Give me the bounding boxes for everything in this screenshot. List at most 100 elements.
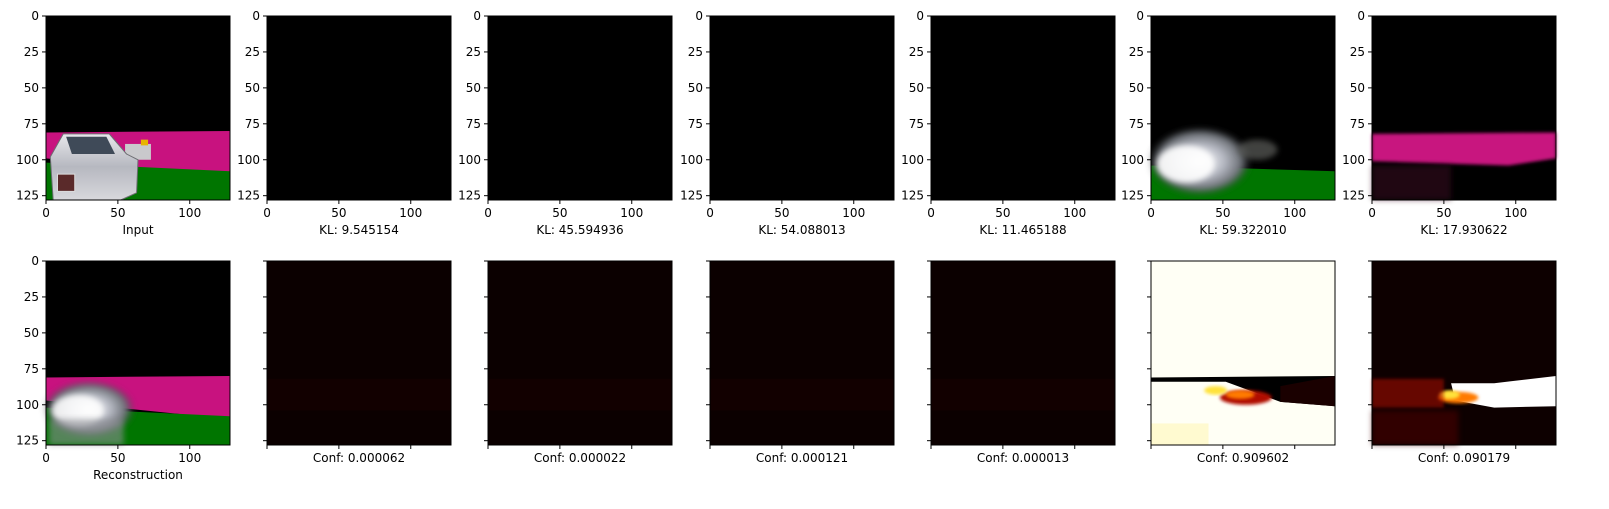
x-tick-label: 50 <box>552 206 567 220</box>
panel-caption: KL: 9.545154 <box>319 223 399 237</box>
y-tick-label: 25 <box>24 45 39 59</box>
y-tick-label: 75 <box>24 117 39 131</box>
y-tick-label: 75 <box>1350 117 1365 131</box>
x-tick-label: 50 <box>110 451 125 465</box>
panel-row1-3: 0 50 100 0 25 50 75 100 125 KL: 45.594936 <box>458 9 673 237</box>
panel-caption: Conf: 0.000022 <box>534 451 626 465</box>
y-tick-label: 0 <box>916 9 924 23</box>
panel-row1-6: 0 50 100 0 25 50 75 100 125 KL: 59.322010 <box>1121 9 1336 237</box>
y-tick-label: 100 <box>680 153 703 167</box>
panel-row2-4: Conf: 0.000121 <box>706 260 895 465</box>
y-tick-label: 50 <box>688 81 703 95</box>
x-tick-label: 0 <box>706 206 714 220</box>
y-tick-label: 25 <box>1129 45 1144 59</box>
heat-band-shape <box>1451 376 1556 408</box>
y-tick-label: 100 <box>1342 153 1365 167</box>
x-tick-label: 100 <box>178 451 201 465</box>
y-tick-label: 75 <box>466 117 481 131</box>
background-car-shape <box>125 143 151 160</box>
y-tick-label: 50 <box>909 81 924 95</box>
panel-row2-1: 0 50 100 0 25 50 75 100 125 Reconstruction <box>16 254 231 482</box>
y-tick-label: 0 <box>1136 9 1144 23</box>
axes-frame <box>487 15 673 201</box>
x-tick-label: 50 <box>1436 206 1451 220</box>
x-tick-label: 100 <box>178 206 201 220</box>
y-tick-label: 100 <box>16 398 39 412</box>
panel-image <box>267 261 451 445</box>
panel-caption: Conf: 0.000013 <box>977 451 1069 465</box>
foreground-car-shape <box>49 133 139 201</box>
panel-image <box>267 16 451 200</box>
axes-frame <box>266 15 452 201</box>
panel-caption: KL: 59.322010 <box>1199 223 1286 237</box>
x-tick-label: 50 <box>774 206 789 220</box>
x-tick-label: 100 <box>1504 206 1527 220</box>
y-tick-label: 25 <box>24 290 39 304</box>
x-tick-label: 100 <box>1063 206 1086 220</box>
x-tick-label: 50 <box>331 206 346 220</box>
panel-row1-7: 0 50 100 0 25 50 75 100 125 KL: 17.930622 <box>1342 9 1557 237</box>
axes-frame <box>930 15 1116 201</box>
y-tick-label: 125 <box>1121 189 1144 203</box>
x-tick-label: 0 <box>263 206 271 220</box>
panel-image <box>931 261 1115 445</box>
y-tick-label: 75 <box>24 362 39 376</box>
panel-image <box>43 261 230 445</box>
panel-image <box>488 16 672 200</box>
axes-frame <box>487 260 673 446</box>
panel-caption: Conf: 0.909602 <box>1197 451 1289 465</box>
y-tick-label: 125 <box>237 189 260 203</box>
axes-frame <box>45 15 231 201</box>
y-tick-label: 0 <box>695 9 703 23</box>
panel-row1-2: 0 50 100 0 25 50 75 100 125 KL: 9.545154 <box>237 9 452 237</box>
panel-caption: KL: 17.930622 <box>1420 223 1507 237</box>
panel-caption: Conf: 0.000062 <box>313 451 405 465</box>
y-tick-label: 75 <box>688 117 703 131</box>
panel-caption: Reconstruction <box>93 468 183 482</box>
panel-image <box>46 16 230 201</box>
y-tick-label: 25 <box>1350 45 1365 59</box>
panel-image <box>1151 261 1335 445</box>
axes-frame <box>1150 260 1336 446</box>
y-tick-label: 25 <box>466 45 481 59</box>
x-tick-label: 100 <box>620 206 643 220</box>
y-tick-label: 125 <box>901 189 924 203</box>
panel-image <box>488 261 672 445</box>
y-tick-label: 25 <box>909 45 924 59</box>
y-tick-label: 50 <box>24 81 39 95</box>
y-tick-label: 0 <box>252 9 260 23</box>
x-tick-label: 50 <box>1215 206 1230 220</box>
x-tick-label: 0 <box>42 206 50 220</box>
panel-row1-4: 0 50 100 0 25 50 75 100 125 KL: 54.088013 <box>680 9 895 237</box>
y-tick-label: 100 <box>1121 153 1144 167</box>
y-tick-label: 125 <box>1342 189 1365 203</box>
panel-caption: KL: 45.594936 <box>536 223 623 237</box>
panel-caption: Conf: 0.090179 <box>1418 451 1510 465</box>
x-tick-label: 0 <box>927 206 935 220</box>
axes-frame <box>1371 15 1557 201</box>
panel-image <box>710 261 894 445</box>
axes-frame <box>266 260 452 446</box>
y-tick-label: 100 <box>16 153 39 167</box>
y-tick-label: 75 <box>245 117 260 131</box>
panel-image <box>710 16 894 200</box>
y-tick-label: 125 <box>16 189 39 203</box>
panel-caption: Conf: 0.000121 <box>756 451 848 465</box>
y-tick-label: 0 <box>31 9 39 23</box>
y-tick-label: 50 <box>466 81 481 95</box>
y-tick-label: 75 <box>1129 117 1144 131</box>
y-tick-label: 50 <box>245 81 260 95</box>
x-tick-label: 0 <box>1147 206 1155 220</box>
axes-frame <box>930 260 1116 446</box>
road-component-shape <box>1372 132 1556 166</box>
y-tick-label: 25 <box>688 45 703 59</box>
y-tick-label: 125 <box>458 189 481 203</box>
x-tick-label: 100 <box>399 206 422 220</box>
axes-frame <box>1371 260 1557 446</box>
y-tick-label: 125 <box>680 189 703 203</box>
y-tick-label: 0 <box>31 254 39 268</box>
y-tick-label: 50 <box>1129 81 1144 95</box>
panel-row2-7: Conf: 0.090179 <box>1368 260 1557 465</box>
y-tick-label: 100 <box>237 153 260 167</box>
y-tick-label: 25 <box>245 45 260 59</box>
